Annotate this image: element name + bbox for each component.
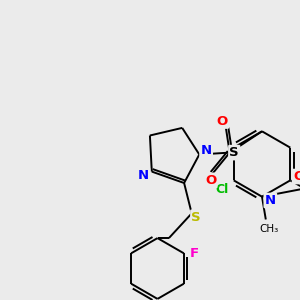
Text: Cl: Cl xyxy=(216,183,229,196)
Text: S: S xyxy=(230,146,239,159)
Text: CH₃: CH₃ xyxy=(259,224,278,234)
Text: N: N xyxy=(201,144,212,157)
Text: N: N xyxy=(265,194,276,207)
Text: O: O xyxy=(293,170,300,183)
Text: O: O xyxy=(205,174,216,187)
Text: S: S xyxy=(191,211,201,224)
Text: F: F xyxy=(190,247,199,260)
Text: N: N xyxy=(138,169,149,182)
Text: O: O xyxy=(217,115,228,128)
